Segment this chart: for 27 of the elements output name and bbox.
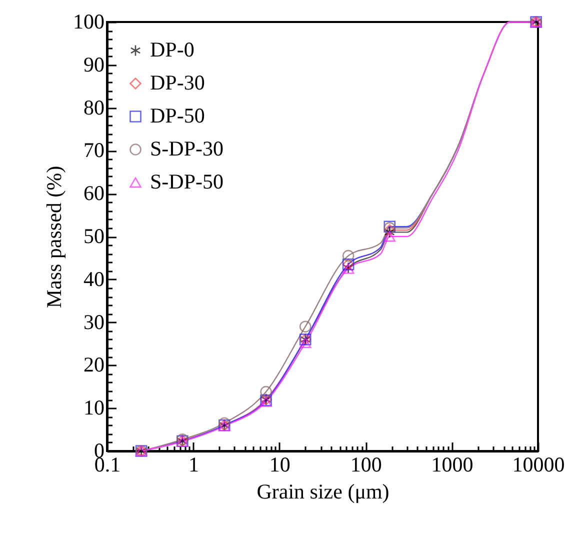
y-tick-label: 60 — [84, 181, 104, 206]
y-tick-label: 20 — [84, 352, 104, 377]
legend-label: S-DP-30 — [150, 136, 224, 160]
legend-label: S-DP-50 — [150, 170, 224, 194]
x-tick-label: 1 — [188, 452, 199, 476]
legend-label: DP-0 — [150, 38, 194, 62]
y-tick-label: 30 — [84, 310, 104, 334]
point — [384, 226, 395, 238]
y-tick-label: 10 — [84, 396, 104, 420]
point — [342, 250, 354, 262]
x-tick-label: 1000 — [431, 452, 474, 476]
legend-label: DP-50 — [150, 104, 205, 128]
y-tick-label: 100 — [73, 10, 104, 34]
point — [384, 231, 396, 242]
x-tick-label: 10000 — [512, 452, 565, 476]
x-tick-label: 100 — [350, 452, 382, 476]
point — [260, 386, 272, 398]
point — [218, 417, 230, 429]
y-tick-label: 80 — [84, 95, 104, 120]
y-tick-label: 90 — [84, 52, 104, 76]
y-tick-label: 40 — [84, 266, 104, 291]
y-axis-title: Mass passed (%) — [42, 166, 66, 308]
legend-label: DP-30 — [150, 70, 205, 94]
y-tick-label: 50 — [84, 224, 104, 248]
y-tick-label: 70 — [84, 138, 104, 162]
x-axis-title: Grain size (μm) — [256, 480, 390, 504]
x-tick-label: 10 — [269, 452, 290, 476]
